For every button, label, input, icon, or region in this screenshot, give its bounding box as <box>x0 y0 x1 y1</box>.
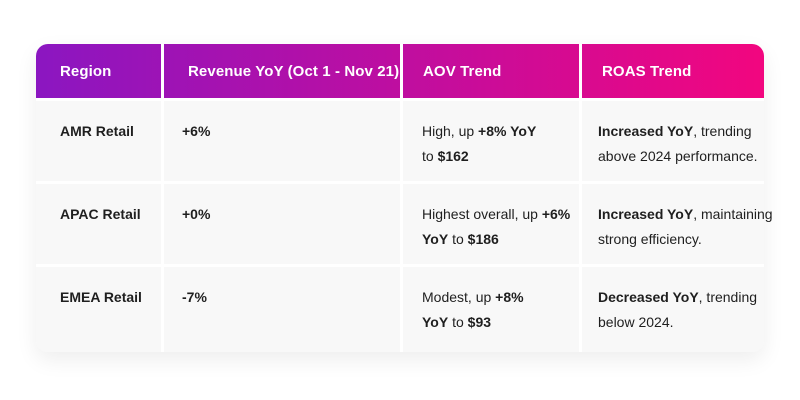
cell-revenue-yoy: -7% <box>164 267 400 352</box>
cell-roas-trend: Decreased YoY, trending below 2024. <box>582 267 764 352</box>
column-header-revenue-yoy: Revenue YoY (Oct 1 - Nov 21) <box>161 44 400 98</box>
cell-roas-trend: Increased YoY, trending above 2024 perfor… <box>582 101 764 181</box>
table-row-emea-retail: EMEA Retail -7% Modest, up +8% YoY to $93… <box>36 267 764 352</box>
cell-revenue-yoy: +0% <box>164 184 400 264</box>
regional-performance-table: Region Revenue YoY (Oct 1 - Nov 21) AOV … <box>36 44 773 352</box>
cell-aov-trend: Highest overall, up +6% YoY to $186 <box>403 184 579 264</box>
cell-region: EMEA Retail <box>36 267 161 352</box>
table-row-amr-retail: AMR Retail +6% High, up +8% YoY to $162 I… <box>36 101 764 181</box>
cell-aov-trend: High, up +8% YoY to $162 <box>403 101 579 181</box>
table-body: AMR Retail +6% High, up +8% YoY to $162 I… <box>36 101 773 352</box>
table-header-row: Region Revenue YoY (Oct 1 - Nov 21) AOV … <box>36 44 764 98</box>
cell-region: AMR Retail <box>36 101 161 181</box>
column-header-region: Region <box>60 62 112 80</box>
column-header-roas-trend: ROAS Trend <box>579 44 764 98</box>
cell-region: APAC Retail <box>36 184 161 264</box>
column-header-aov-trend: AOV Trend <box>400 44 579 98</box>
cell-roas-trend: Increased YoY, maintaining strong efficie… <box>582 184 773 264</box>
cell-aov-trend: Modest, up +8% YoY to $93 <box>403 267 579 352</box>
table-row-apac-retail: APAC Retail +0% Highest overall, up +6% Y… <box>36 184 773 264</box>
cell-revenue-yoy: +6% <box>164 101 400 181</box>
